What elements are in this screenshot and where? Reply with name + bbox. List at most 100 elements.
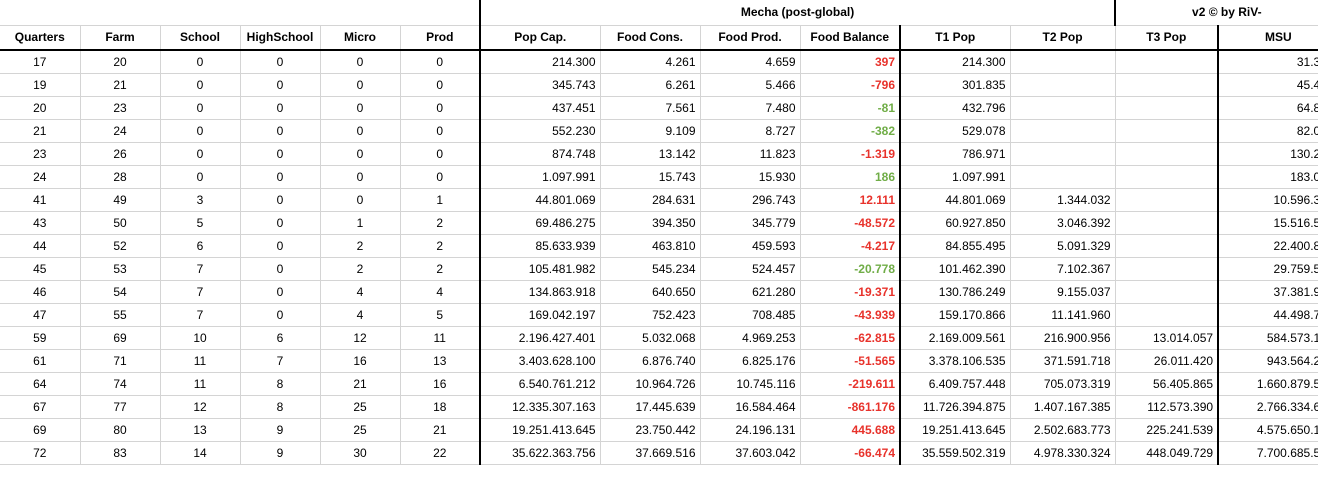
table-cell[interactable]: 459.593: [700, 234, 801, 258]
table-cell[interactable]: 85.633.939: [479, 234, 601, 258]
table-cell[interactable]: 54: [80, 280, 161, 304]
table-cell[interactable]: 12.111: [800, 188, 901, 212]
table-cell[interactable]: 0: [320, 188, 401, 212]
table-cell[interactable]: 752.423: [600, 303, 701, 327]
table-cell[interactable]: 0: [160, 165, 241, 189]
table-cell[interactable]: 2.766.334.662: [1217, 395, 1318, 419]
table-cell[interactable]: 56.405.865: [1115, 372, 1220, 396]
table-cell[interactable]: 18: [400, 395, 481, 419]
column-header[interactable]: Food Balance: [800, 25, 901, 51]
table-cell[interactable]: 3.403.628.100: [479, 349, 601, 373]
table-cell[interactable]: 0: [320, 50, 401, 74]
table-cell[interactable]: 17: [0, 50, 81, 74]
table-cell[interactable]: 463.810: [600, 234, 701, 258]
table-cell[interactable]: 371.591.718: [1010, 349, 1116, 373]
table-cell[interactable]: 8: [240, 395, 321, 419]
table-cell[interactable]: 11.141.960: [1010, 303, 1116, 327]
table-cell[interactable]: 0: [400, 96, 481, 120]
table-cell[interactable]: 4: [400, 280, 481, 304]
table-cell[interactable]: 41: [0, 188, 81, 212]
table-cell[interactable]: [1115, 257, 1220, 281]
table-cell[interactable]: 15.516.547: [1217, 211, 1318, 235]
table-cell[interactable]: 28: [80, 165, 161, 189]
sheet-credit[interactable]: v2 © by RiV-: [1114, 0, 1318, 26]
table-cell[interactable]: 0: [400, 119, 481, 143]
table-cell[interactable]: [1115, 211, 1220, 235]
table-cell[interactable]: 13.142: [600, 142, 701, 166]
table-cell[interactable]: 9.155.037: [1010, 280, 1116, 304]
table-cell[interactable]: 3: [160, 188, 241, 212]
table-cell[interactable]: 1: [320, 211, 401, 235]
table-cell[interactable]: 26.011.420: [1115, 349, 1220, 373]
table-cell[interactable]: 0: [240, 280, 321, 304]
table-cell[interactable]: 80: [80, 418, 161, 442]
table-cell[interactable]: [1115, 73, 1220, 97]
table-cell[interactable]: 5: [400, 303, 481, 327]
column-header[interactable]: MSU: [1217, 25, 1318, 51]
table-cell[interactable]: [1115, 234, 1220, 258]
table-cell[interactable]: 4: [320, 303, 401, 327]
table-cell[interactable]: 1: [400, 188, 481, 212]
table-cell[interactable]: 10.964.726: [600, 372, 701, 396]
column-header[interactable]: Farm: [80, 25, 161, 51]
table-cell[interactable]: 67: [0, 395, 81, 419]
table-cell[interactable]: 21: [400, 418, 481, 442]
table-cell[interactable]: 0: [400, 142, 481, 166]
table-cell[interactable]: 44: [0, 234, 81, 258]
table-cell[interactable]: 529.078: [900, 119, 1011, 143]
table-cell[interactable]: 64.852: [1217, 96, 1318, 120]
table-cell[interactable]: 112.573.390: [1115, 395, 1220, 419]
table-cell[interactable]: 11: [400, 326, 481, 350]
table-cell[interactable]: 345.743: [479, 73, 601, 97]
table-cell[interactable]: 214.300: [900, 50, 1011, 74]
table-cell[interactable]: 640.650: [600, 280, 701, 304]
table-cell[interactable]: 20: [0, 96, 81, 120]
table-cell[interactable]: 35.622.363.756: [479, 441, 601, 465]
table-cell[interactable]: 169.042.197: [479, 303, 601, 327]
table-cell[interactable]: 4: [320, 280, 401, 304]
table-cell[interactable]: 705.073.319: [1010, 372, 1116, 396]
table-cell[interactable]: 0: [240, 119, 321, 143]
table-cell[interactable]: 10.596.316: [1217, 188, 1318, 212]
table-cell[interactable]: 59: [0, 326, 81, 350]
table-cell[interactable]: 1.097.991: [900, 165, 1011, 189]
table-cell[interactable]: 345.779: [700, 211, 801, 235]
table-cell[interactable]: 72: [0, 441, 81, 465]
table-cell[interactable]: 7.480: [700, 96, 801, 120]
table-cell[interactable]: 225.241.539: [1115, 418, 1220, 442]
table-cell[interactable]: 14: [160, 441, 241, 465]
table-cell[interactable]: 708.485: [700, 303, 801, 327]
table-cell[interactable]: 159.170.866: [900, 303, 1011, 327]
table-cell[interactable]: [1010, 50, 1116, 74]
column-header[interactable]: T3 Pop: [1115, 25, 1220, 51]
table-cell[interactable]: 21: [0, 119, 81, 143]
table-cell[interactable]: 15.743: [600, 165, 701, 189]
table-cell[interactable]: 0: [240, 50, 321, 74]
table-cell[interactable]: 214.300: [479, 50, 601, 74]
table-cell[interactable]: -43.939: [800, 303, 901, 327]
table-cell[interactable]: 25: [320, 395, 401, 419]
table-cell[interactable]: -219.611: [800, 372, 901, 396]
table-cell[interactable]: 69: [80, 326, 161, 350]
table-cell[interactable]: [1010, 73, 1116, 97]
column-header[interactable]: Prod: [400, 25, 481, 51]
table-cell[interactable]: 0: [160, 96, 241, 120]
table-cell[interactable]: 23.750.442: [600, 418, 701, 442]
table-cell[interactable]: -51.565: [800, 349, 901, 373]
table-cell[interactable]: 45.415: [1217, 73, 1318, 97]
table-cell[interactable]: 7: [160, 257, 241, 281]
table-cell[interactable]: 0: [240, 188, 321, 212]
table-cell[interactable]: 10: [160, 326, 241, 350]
table-cell[interactable]: -20.778: [800, 257, 901, 281]
table-cell[interactable]: 2.169.009.561: [900, 326, 1011, 350]
table-cell[interactable]: -66.474: [800, 441, 901, 465]
table-cell[interactable]: -861.176: [800, 395, 901, 419]
table-cell[interactable]: -81: [800, 96, 901, 120]
table-cell[interactable]: 16: [320, 349, 401, 373]
table-cell[interactable]: 22: [400, 441, 481, 465]
table-cell[interactable]: 105.481.982: [479, 257, 601, 281]
table-cell[interactable]: 16.584.464: [700, 395, 801, 419]
table-cell[interactable]: 22.400.821: [1217, 234, 1318, 258]
table-cell[interactable]: -382: [800, 119, 901, 143]
table-cell[interactable]: -796: [800, 73, 901, 97]
